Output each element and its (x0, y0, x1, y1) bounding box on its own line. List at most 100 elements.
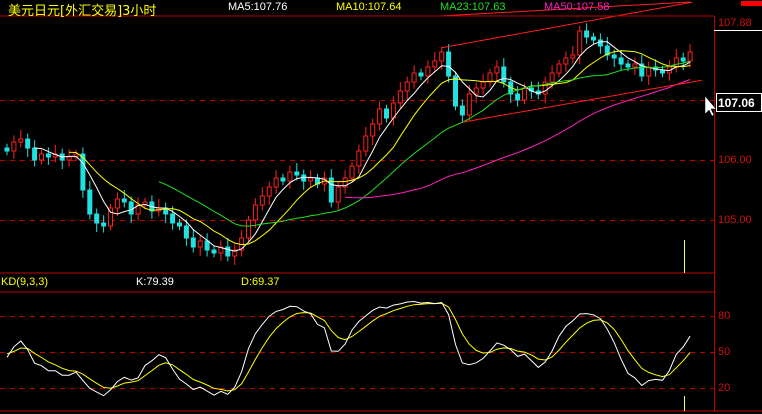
candle-down (80, 153, 86, 191)
candle-down (183, 225, 189, 239)
candle-up (273, 177, 279, 188)
candles (4, 23, 693, 265)
candle-down (680, 57, 686, 62)
candle-up (218, 246, 224, 254)
candle-up (356, 150, 362, 167)
candle-up (252, 204, 258, 221)
candle-up (673, 57, 679, 68)
candle-up (135, 204, 141, 215)
candle-down (294, 171, 300, 176)
candle-up (522, 87, 527, 101)
candle-up (39, 153, 44, 161)
candle-up (480, 81, 486, 89)
candle-down (618, 57, 624, 65)
candle-up (466, 93, 472, 116)
candle-down (170, 213, 176, 224)
candle-down (87, 189, 93, 215)
candle-up (570, 54, 576, 59)
candle-down (45, 153, 51, 158)
candle-up (377, 108, 383, 125)
candle-up (563, 57, 569, 65)
ma5-line (34, 41, 691, 252)
candle-down (101, 222, 107, 227)
candle-up (556, 63, 562, 74)
ma10-label: MA10:107.64 (336, 1, 402, 13)
candle-up (363, 135, 369, 152)
candle-up (114, 198, 120, 209)
candle-down (625, 63, 631, 68)
candle-up (404, 81, 410, 92)
kd-lines (6, 300, 691, 397)
candle-up (342, 177, 348, 188)
candle-down (225, 246, 231, 257)
kd-tick: 80 (718, 310, 731, 322)
candle-down (597, 39, 603, 47)
candle-down (501, 66, 507, 83)
kd-tick: 20 (718, 382, 731, 394)
ma23-line (158, 60, 691, 227)
candle-up (232, 249, 238, 257)
candle-down (25, 138, 31, 149)
candle-up (494, 66, 500, 74)
candle-down (418, 72, 424, 77)
chart-title: 美元日元[外汇交易]3小时 (8, 4, 157, 19)
price-tick: 105.00 (718, 214, 752, 226)
candle-up (108, 207, 113, 227)
candle-up (425, 66, 431, 77)
candle-up (542, 81, 548, 95)
candle-up (432, 60, 438, 68)
candle-up (335, 186, 341, 203)
trendline (439, 1, 691, 17)
k-line (6, 300, 691, 397)
ma23-label: MA23:107.63 (440, 1, 506, 13)
price-max-label: 107.88 (718, 17, 752, 29)
candle-down (121, 198, 127, 203)
candle-down (280, 177, 286, 182)
candle-down (328, 177, 334, 203)
candle-up (197, 240, 203, 248)
candle-down (4, 147, 10, 152)
ma10-line (69, 50, 691, 246)
candle-up (349, 165, 355, 179)
candle-up (246, 219, 251, 239)
candle-down (611, 54, 617, 59)
candle-up (142, 201, 148, 206)
mouse-cursor-icon (704, 95, 717, 117)
candle-down (453, 75, 458, 107)
candle-up (308, 177, 314, 182)
candle-down (384, 108, 389, 119)
moving-averages (34, 41, 691, 252)
candle-down (639, 63, 645, 77)
red-marker (741, 1, 762, 6)
candle-up (549, 72, 555, 83)
candle-down (128, 201, 134, 215)
candle-up (287, 171, 293, 182)
candle-up (259, 195, 265, 206)
trendlines (439, 1, 702, 123)
candle-down (177, 222, 182, 227)
ma50-line (345, 79, 691, 199)
candle-up (439, 51, 445, 62)
candle-down (584, 30, 590, 38)
d-value: D:69.37 (241, 276, 280, 288)
price-tick: 106.00 (718, 154, 752, 166)
k-value: K:79.39 (136, 276, 174, 288)
candle-up (687, 51, 693, 62)
candle-up (397, 90, 403, 104)
d-line (6, 302, 691, 392)
kd-label: KD(9,3,3) (1, 276, 49, 288)
trendline (441, 1, 693, 49)
candle-up (11, 141, 17, 152)
candle-up (370, 123, 376, 137)
candle-up (577, 30, 583, 56)
candle-down (604, 45, 610, 56)
candle-up (66, 156, 72, 161)
kd-tick: 50 (718, 346, 731, 358)
candle-up (18, 138, 24, 143)
candle-down (190, 237, 196, 248)
ma5-label: MA5:107.76 (228, 1, 288, 13)
ma50-label: MA50:107.58 (544, 1, 610, 13)
cursor-price-label: 107.06 (718, 96, 755, 110)
candle-down (32, 147, 38, 161)
